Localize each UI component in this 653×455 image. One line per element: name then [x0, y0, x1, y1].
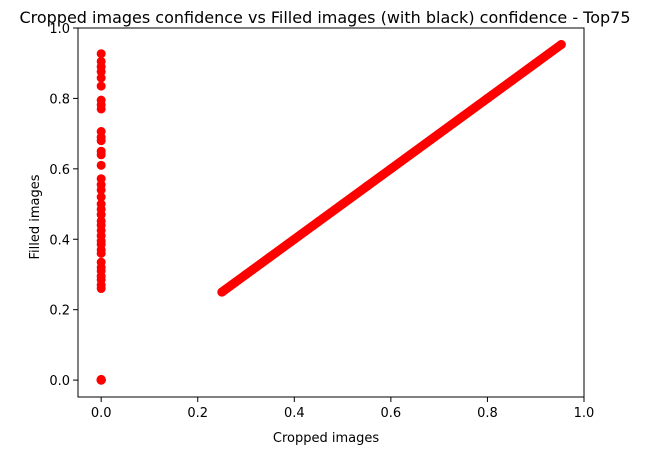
data-point	[96, 67, 106, 77]
data-point	[96, 248, 106, 258]
chart-title: Cropped images confidence vs Filled imag…	[19, 8, 630, 27]
data-point	[96, 192, 106, 202]
data-point	[96, 81, 106, 91]
y-axis-label: Filled images	[28, 174, 43, 259]
y-tick-label: 0.4	[49, 233, 70, 248]
data-point	[96, 136, 106, 146]
x-tick-label: 0.4	[284, 406, 305, 421]
x-tick-label: 0.2	[187, 406, 208, 421]
data-point	[96, 185, 106, 195]
x-tick-label: 0.8	[477, 406, 498, 421]
plot-frame	[77, 27, 585, 398]
y-tick-label: 1.0	[49, 22, 70, 37]
data-point	[96, 160, 106, 170]
x-axis-ticks: 0.0 0.2 0.4 0.6 0.8 1.0	[91, 397, 595, 421]
x-tick-label: 0.6	[381, 406, 402, 421]
data-point	[96, 104, 106, 114]
x-tick-label: 0.0	[91, 406, 112, 421]
data-point	[96, 284, 106, 294]
data-point	[96, 150, 106, 160]
x-tick-label: 1.0	[574, 406, 595, 421]
y-tick-label: 0.2	[49, 304, 70, 319]
points-layer	[96, 40, 566, 385]
y-tick-label: 0.8	[49, 92, 70, 107]
data-point-band	[217, 40, 566, 297]
y-tick-label: 0.6	[49, 163, 70, 178]
data-point	[96, 210, 106, 220]
y-tick-label: 0.0	[49, 374, 70, 389]
data-point	[96, 375, 106, 385]
data-point	[96, 73, 106, 83]
data-point	[96, 49, 106, 59]
x-axis-label: Cropped images	[273, 431, 379, 446]
y-axis-ticks: 0.0 0.2 0.4 0.6 0.8 1.0	[49, 22, 78, 389]
